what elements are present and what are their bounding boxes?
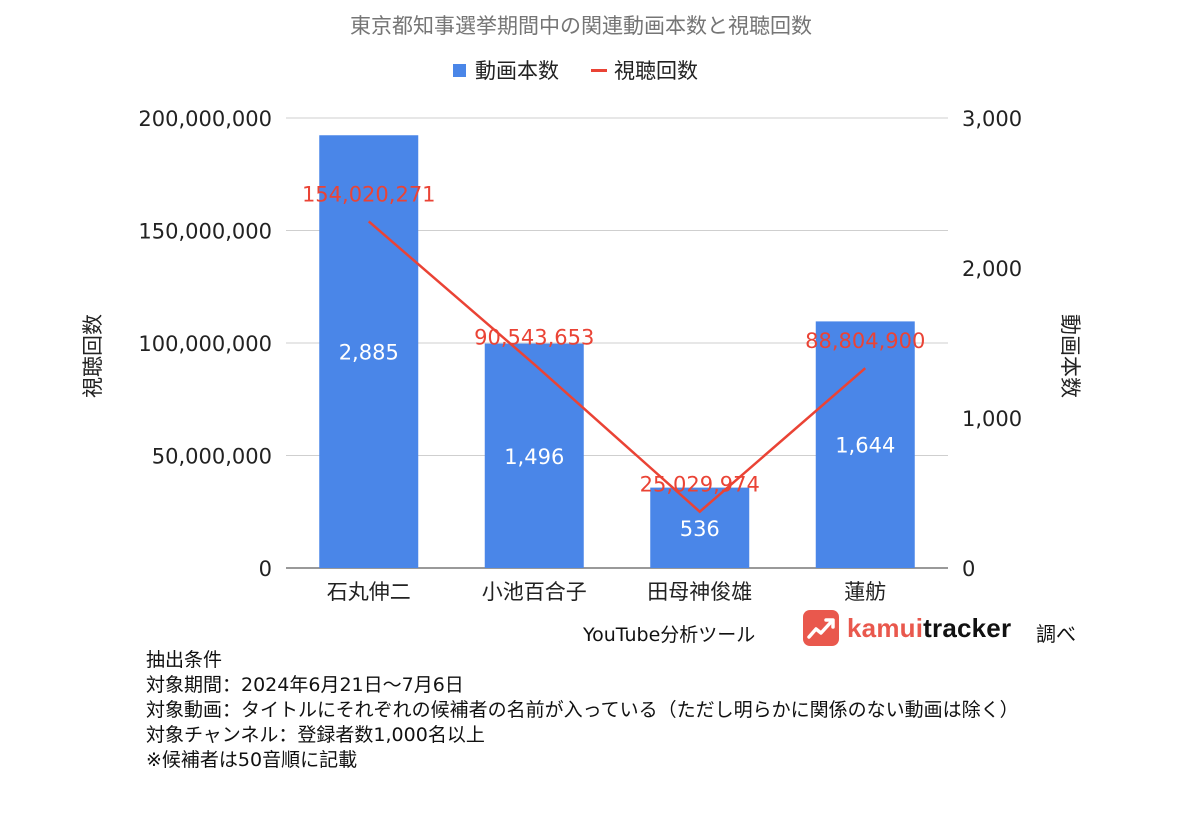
notes-heading: 抽出条件 xyxy=(146,649,223,671)
bar xyxy=(319,135,419,568)
bar-data-label: 2,885 xyxy=(339,341,399,365)
y-left-tick-label: 0 xyxy=(259,557,272,581)
line-data-label: 154,020,271 xyxy=(302,182,436,206)
kamuitracker-logo: kamuitracker xyxy=(803,610,1011,646)
chart-title: 東京都知事選挙期間中の関連動画本数と視聴回数 xyxy=(350,14,812,38)
bar-data-label: 536 xyxy=(680,517,720,541)
extraction-notes: 抽出条件 対象期間：2024年6月21日〜7月6日 対象動画：タイトルにそれぞれ… xyxy=(146,648,1019,773)
bar xyxy=(484,343,584,568)
y-right-tick-label: 1,000 xyxy=(962,407,1022,431)
x-tick-label: 蓮舫 xyxy=(844,580,886,604)
bar-data-label: 1,496 xyxy=(504,445,564,469)
legend-bar-swatch xyxy=(453,64,466,77)
y-right-tick-label: 3,000 xyxy=(962,107,1022,131)
bar-data-label: 1,644 xyxy=(835,434,895,458)
credit-tool-label: YouTube分析ツール xyxy=(583,624,756,646)
notes-videos: 対象動画：タイトルにそれぞれの候補者の名前が入っている（ただし明らかに関係のない… xyxy=(146,699,1019,721)
credit-suffix: 調べ xyxy=(1036,622,1076,646)
legend-line-swatch xyxy=(591,69,607,72)
line-data-label: 88,804,900 xyxy=(805,329,925,353)
trend-chart-icon xyxy=(803,610,839,646)
y-right-tick-label: 0 xyxy=(962,557,975,581)
x-tick-label: 田母神俊雄 xyxy=(647,580,752,604)
logo-tracker-text: tracker xyxy=(923,612,1012,643)
chart-legend: 動画本数 視聴回数 xyxy=(453,59,698,83)
line-series: 154,020,271 90,543,653 25,029,974 88,804,90… xyxy=(302,182,925,514)
bar xyxy=(650,487,750,568)
y-left-tick-label: 50,000,000 xyxy=(152,445,272,469)
bar xyxy=(815,321,915,568)
x-tick-label: 石丸伸二 xyxy=(327,580,411,604)
bar-series: 2,885 1,496 536 1,644 xyxy=(319,135,915,568)
legend-bar-label: 動画本数 xyxy=(475,59,559,83)
chart-axes: 0 50,000,000 100,000,000 150,000,000 200,000… xyxy=(81,107,1082,604)
combo-chart: 東京都知事選挙期間中の関連動画本数と視聴回数 動画本数 視聴回数 2,8851,4… xyxy=(81,14,1082,604)
y-right-axis-title: 動画本数 xyxy=(1058,314,1082,398)
notes-period: 対象期間：2024年6月21日〜7月6日 xyxy=(146,674,464,696)
logo-kamui-text: kamui xyxy=(847,612,924,643)
x-tick-label: 小池百合子 xyxy=(482,580,587,604)
notes-channels: 対象チャンネル：登録者数1,000名以上 xyxy=(146,724,485,746)
line-data-label: 25,029,974 xyxy=(640,473,760,497)
y-right-tick-label: 2,000 xyxy=(962,257,1022,281)
legend-line-label: 視聴回数 xyxy=(614,59,698,83)
line-data-label: 90,543,653 xyxy=(474,325,594,349)
y-left-tick-label: 200,000,000 xyxy=(138,107,272,131)
y-left-tick-label: 100,000,000 xyxy=(138,332,272,356)
notes-order: ※候補者は50音順に記載 xyxy=(146,749,358,771)
y-left-axis-title: 視聴回数 xyxy=(81,314,105,398)
y-left-tick-label: 150,000,000 xyxy=(138,220,272,244)
line-path xyxy=(367,220,867,514)
